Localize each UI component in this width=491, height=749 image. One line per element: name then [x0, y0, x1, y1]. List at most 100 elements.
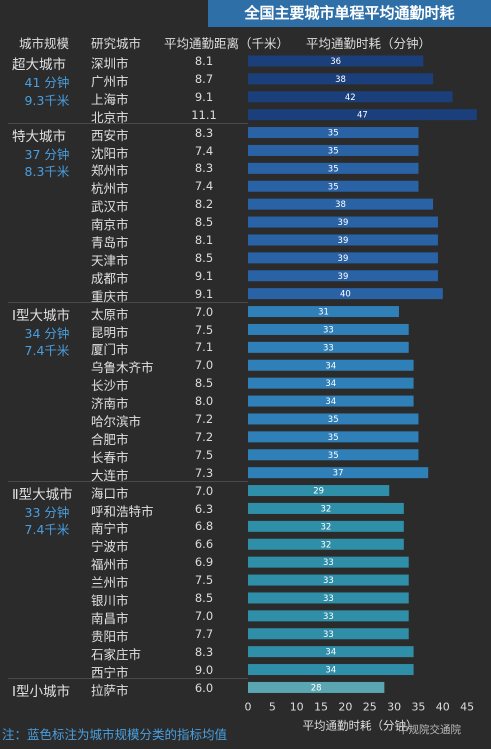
distance-value: 7.4 [194, 143, 214, 158]
group-avg-time: 41 分钟 [24, 74, 70, 90]
group-separator [8, 480, 248, 482]
city-label: 哈尔滨市 [91, 414, 142, 429]
city-label: 天津市 [91, 252, 129, 268]
city-label: 长春市 [91, 449, 129, 465]
x-tick-label: 40 [436, 700, 450, 713]
city-label: 西安市 [91, 127, 129, 143]
distance-value: 7.0 [194, 483, 214, 498]
city-label: 北京市 [91, 109, 129, 125]
bar-value-label: 37 [333, 469, 344, 479]
bar [248, 413, 419, 425]
bar [248, 109, 477, 121]
bar [248, 556, 409, 568]
distance-value: 9.1 [194, 268, 214, 283]
x-tick-label: 45 [460, 700, 474, 713]
distance-value: 8.5 [194, 376, 214, 391]
x-tick-label: 5 [269, 700, 276, 713]
distance-value: 8.3 [194, 125, 214, 140]
city-label: 广州市 [91, 73, 129, 89]
header-city-scale: 城市规模 [19, 36, 70, 51]
bar [248, 73, 434, 85]
bar [248, 216, 438, 228]
distance-value: 6.0 [194, 680, 214, 695]
group-avg-time: 34 分钟 [24, 325, 70, 341]
distance-value: 8.3 [194, 644, 214, 659]
city-label: 西宁市 [91, 664, 129, 680]
x-tick-label: 10 [290, 700, 304, 713]
bar-value-label: 35 [328, 433, 339, 443]
bar [248, 144, 419, 156]
bar-value-label: 32 [321, 504, 332, 514]
city-label: 兰州市 [91, 575, 129, 591]
bar-value-label: 39 [338, 218, 349, 228]
city-label: 南京市 [91, 217, 129, 233]
bar-value-label: 33 [323, 343, 334, 353]
city-label: 福州市 [91, 557, 129, 573]
bar-value-label: 33 [323, 325, 334, 335]
x-tick-label: 30 [387, 700, 401, 713]
bar-value-label: 38 [335, 75, 346, 85]
bar [248, 377, 414, 389]
watermark: 中规院交通院 [398, 724, 461, 736]
bar [248, 288, 443, 300]
distance-value: 8.1 [194, 233, 214, 247]
bar-value-label: 35 [328, 451, 339, 461]
group-label: Ⅰ型小城市 [12, 683, 70, 700]
bar-value-label: 33 [323, 558, 334, 568]
bar [248, 323, 409, 335]
bar [248, 180, 419, 192]
bar [248, 520, 404, 532]
bar [248, 252, 438, 264]
bar [248, 628, 409, 640]
group-separator [8, 301, 248, 303]
distance-value: 7.2 [194, 429, 214, 444]
bar [248, 485, 390, 497]
bar [248, 395, 414, 407]
bar [248, 664, 414, 676]
city-label: 郑州市 [91, 163, 129, 179]
group-avg-time: 37 分钟 [24, 146, 70, 162]
distance-value: 8.2 [194, 197, 214, 212]
bar [248, 162, 419, 174]
bar [248, 306, 399, 318]
bar-value-label: 39 [338, 254, 349, 264]
city-label: 杭州市 [91, 181, 129, 197]
city-label: 沈阳市 [91, 145, 129, 161]
bar [248, 610, 409, 622]
distance-value: 7.4 [194, 179, 214, 194]
header-distance: 平均通勤距离（千米） [164, 36, 290, 51]
bar-value-label: 35 [328, 164, 339, 174]
bar-value-label: 39 [338, 236, 349, 246]
group-label: 超大城市 [12, 57, 66, 73]
distance-value: 7.0 [194, 608, 214, 623]
distance-value: 7.3 [194, 465, 214, 480]
bar-value-label: 42 [345, 93, 356, 103]
bar [248, 198, 434, 210]
bar-value-label: 47 [357, 111, 368, 121]
chart-title: 全国主要城市单程平均通勤时耗 [208, 0, 491, 27]
bar [248, 592, 409, 604]
group-label: Ⅰ型大城市 [12, 307, 70, 324]
city-label: 海口市 [91, 485, 129, 501]
city-label: 宁波市 [91, 539, 129, 555]
distance-value: 8.7 [194, 71, 214, 86]
distance-value: 7.5 [194, 322, 214, 337]
city-label: 太原市 [91, 306, 129, 322]
x-tick-label: 0 [245, 700, 252, 713]
distance-value: 6.3 [194, 501, 214, 516]
bar [248, 431, 419, 443]
distance-value: 7.0 [194, 304, 214, 319]
city-label: 武汉市 [91, 199, 129, 215]
distance-value: 8.0 [194, 394, 214, 409]
bar-value-label: 34 [325, 666, 336, 676]
bar-value-label: 33 [323, 612, 334, 622]
bar [248, 502, 404, 514]
city-label: 贵阳市 [91, 628, 129, 644]
distance-value: 8.1 [194, 54, 214, 68]
bar-value-label: 33 [323, 576, 334, 586]
city-label: 石家庄市 [91, 646, 142, 662]
bar-value-label: 28 [311, 683, 322, 693]
distance-value: 7.2 [194, 412, 214, 426]
